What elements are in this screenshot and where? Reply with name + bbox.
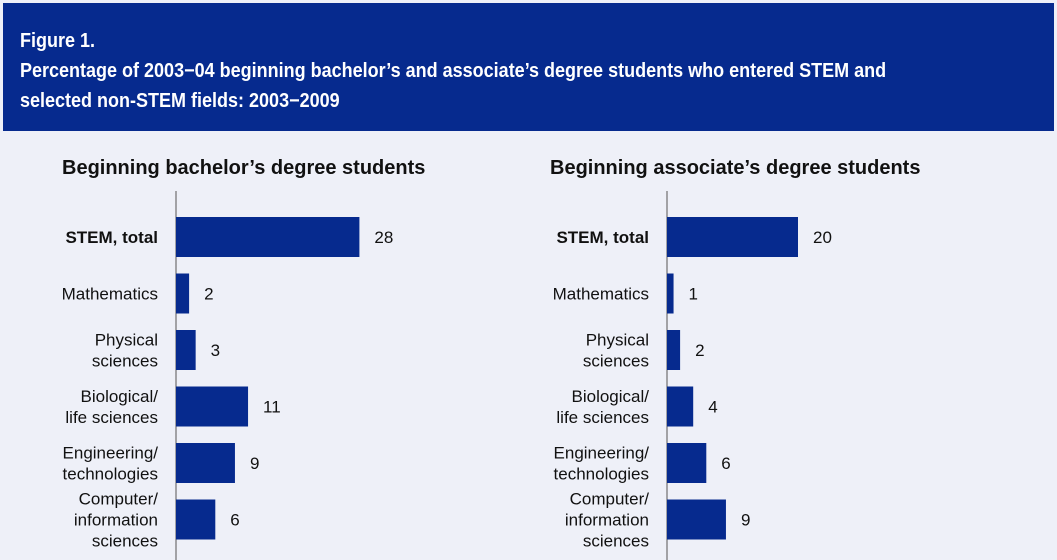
bar <box>176 499 216 540</box>
associate-bar-chart: 20 STEM, total 1 Mathematics 2 Physical scienc… <box>553 191 832 560</box>
bachelor-chart-panel: Beginning bachelor’s degree students 28 S… <box>0 131 528 560</box>
bar <box>176 273 190 314</box>
category-label: Computer/information sciences <box>74 490 158 551</box>
bar <box>667 443 707 483</box>
bar-value-label: 9 <box>741 511 750 530</box>
category-label: Computer/information sciences <box>565 490 649 551</box>
figure-title-line-2: selected non-STEM fields: 2003−2009 <box>20 90 340 112</box>
figure-title-line-1: Percentage of 2003−04 beginning bachelor… <box>20 60 887 82</box>
category-label: Engineering/technologies <box>63 444 159 484</box>
category-label: Physical sciences <box>583 331 649 371</box>
bar-value-label: 6 <box>721 454 730 473</box>
bar-value-label: 3 <box>211 341 220 360</box>
bar <box>667 386 694 427</box>
category-label: Physical sciences <box>92 331 158 371</box>
bar-value-label: 1 <box>689 285 698 304</box>
category-label: STEM, total <box>65 228 158 247</box>
bachelor-chart-title: Beginning bachelor’s degree students <box>62 157 426 179</box>
bar <box>667 330 681 370</box>
bar-value-label: 28 <box>374 228 393 247</box>
bar <box>176 330 196 370</box>
category-label: STEM, total <box>556 228 649 247</box>
category-label: Mathematics <box>62 285 158 304</box>
bar <box>176 217 360 257</box>
bar-value-label: 20 <box>813 228 832 247</box>
figure-label: Figure 1. <box>20 30 96 52</box>
bar-value-label: 9 <box>250 454 259 473</box>
bar <box>667 273 674 314</box>
bar-value-label: 11 <box>263 398 281 417</box>
category-label: Mathematics <box>553 285 649 304</box>
bachelor-bar-chart: 28 STEM, total 2 Mathematics 3 Physical scienc… <box>62 191 393 560</box>
bar-value-label: 6 <box>230 511 239 530</box>
associate-chart-title: Beginning associate’s degree students <box>550 157 921 179</box>
associate-chart-panel: Beginning associate’s degree students 20… <box>528 131 1056 560</box>
bar-value-label: 4 <box>708 398 717 417</box>
category-label: Biological/life sciences <box>556 387 649 427</box>
bar <box>176 443 235 483</box>
category-label: Biological/life sciences <box>65 387 158 427</box>
bar <box>667 217 798 257</box>
bar <box>667 499 726 540</box>
bar-value-label: 2 <box>204 285 213 304</box>
bar <box>176 386 249 427</box>
figure-header: Figure 1. Percentage of 2003−04 beginnin… <box>3 3 1054 131</box>
category-label: Engineering/technologies <box>554 444 650 484</box>
bar-value-label: 2 <box>695 341 704 360</box>
